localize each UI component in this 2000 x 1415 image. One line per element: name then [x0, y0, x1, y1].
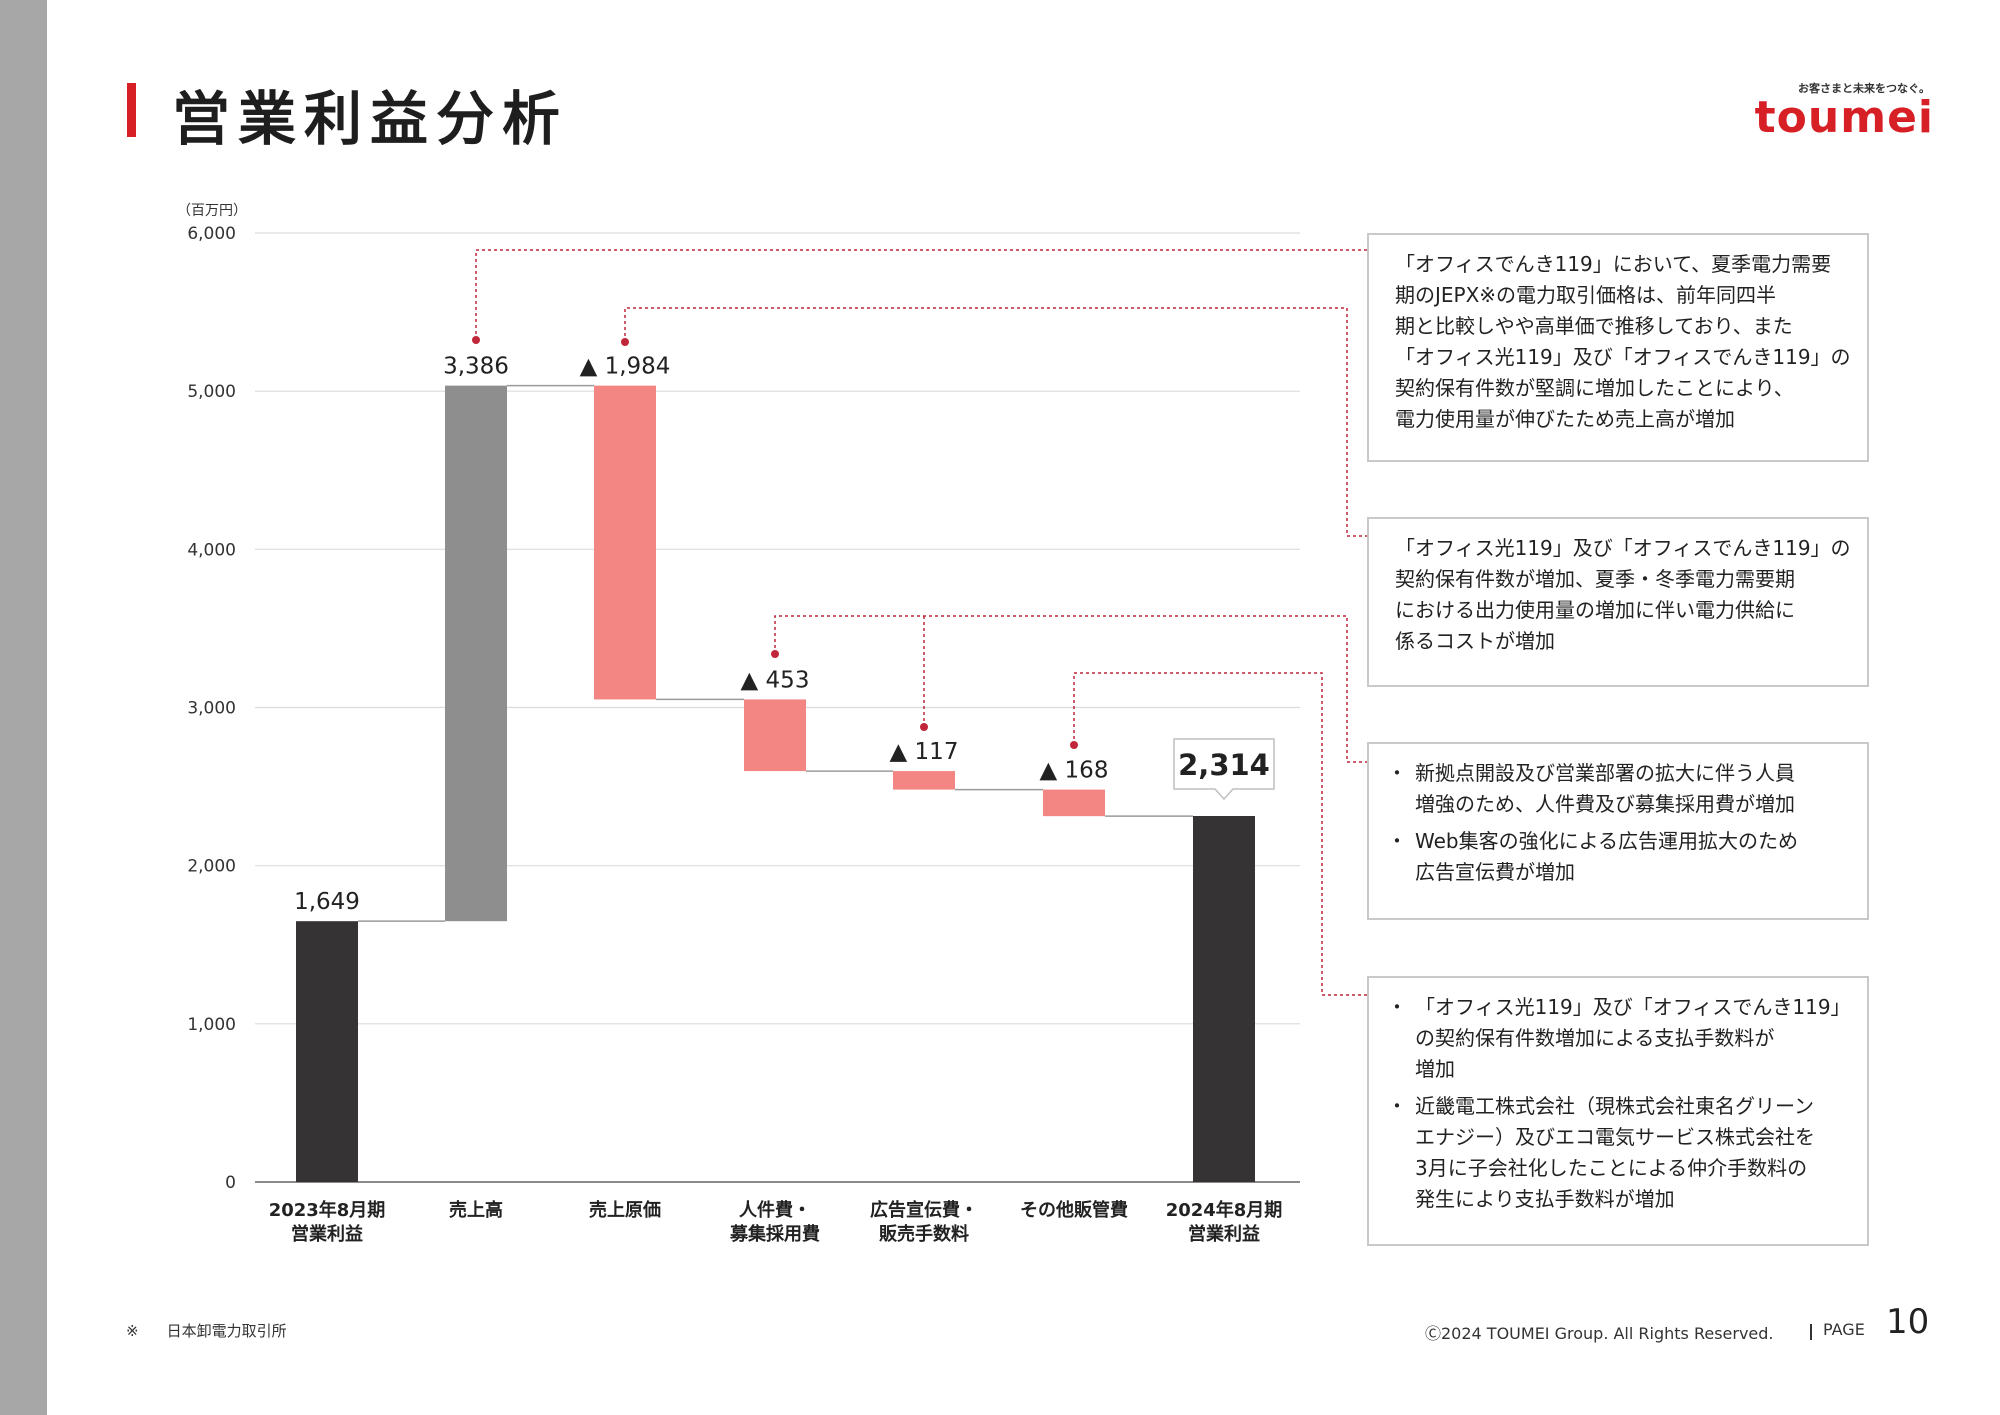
callout-bullet-line: 増強のため、人件費及び募集採用費が増加	[1415, 792, 1795, 816]
callout-fees-explanation: 「オフィス光119」及び「オフィスでんき119」の契約保有件数増加による支払手数…	[1367, 976, 1869, 1246]
x-category-label: その他販管費	[1020, 1199, 1128, 1221]
connector-line	[624, 307, 1367, 537]
bar	[296, 921, 358, 1182]
data-label: ▲ 117	[890, 739, 959, 765]
y-tick-label: 6,000	[187, 224, 236, 244]
page-separator	[1810, 1324, 1812, 1340]
callout-bullet-line: Web集客の強化による広告運用拡大のため	[1415, 829, 1799, 853]
callout-text-line: 期と比較しやや高単価で推移しており、また	[1395, 314, 1793, 338]
x-category-label: 売上原価	[589, 1199, 661, 1221]
connector-line	[774, 615, 1367, 763]
callout-bullet-line: 近畿電工株式会社（現株式会社東名グリーン	[1415, 1094, 1814, 1118]
x-category-label: 2024年8月期	[1166, 1199, 1283, 1221]
callout-text-line: 「オフィス光119」及び「オフィスでんき119」の	[1395, 536, 1851, 560]
data-label: ▲ 1,984	[580, 354, 671, 380]
x-category-label: 営業利益	[291, 1223, 363, 1245]
callout-bullet-line: 新拠点開設及び営業部署の拡大に伴う人員	[1415, 761, 1795, 785]
callout-text-line: における出力使用量の増加に伴い電力供給に	[1395, 598, 1795, 622]
x-category-label: 営業利益	[1188, 1223, 1260, 1245]
callout-text-line: 契約保有件数が堅調に増加したことにより、	[1395, 376, 1794, 400]
data-label: ▲ 453	[741, 667, 810, 693]
data-label: 2,314	[1178, 748, 1270, 782]
page-label: PAGE	[1823, 1320, 1865, 1339]
callout-text-line: 契約保有件数が増加、夏季・冬季電力需要期	[1395, 567, 1795, 591]
bar	[594, 385, 656, 700]
callout-bullet-line: 増加	[1415, 1057, 1455, 1081]
company-logo: toumei	[1754, 92, 1934, 143]
callout-text-line: 「オフィスでんき119」において、夏季電力需要	[1395, 252, 1832, 276]
bar	[1193, 816, 1255, 1182]
logo-tagline: お客さまと未来をつなぐ。	[1798, 82, 1930, 95]
x-category-label: 売上高	[449, 1199, 503, 1221]
y-tick-label: 0	[225, 1173, 236, 1193]
x-category-label: 広告宣伝費・	[870, 1199, 978, 1221]
y-tick-label: 4,000	[187, 540, 236, 560]
x-category-label: 2023年8月期	[269, 1199, 386, 1221]
bar	[893, 771, 955, 790]
callout-bullet-line: 「オフィス光119」及び「オフィスでんき119」	[1415, 995, 1851, 1019]
x-category-label: 募集採用費	[729, 1223, 820, 1245]
footnote-mark: ※	[126, 1322, 139, 1340]
x-category-label: 人件費・	[739, 1199, 811, 1221]
callout-connectors	[472, 249, 1367, 996]
callout-bullet-item: 「オフィス光119」及び「オフィスでんき119」の契約保有件数増加による支払手数…	[1387, 992, 1851, 1085]
copyright: Ⓒ2024 TOUMEI Group. All Rights Reserved.	[1425, 1324, 1774, 1343]
callout-bullet-line: の契約保有件数増加による支払手数料が	[1415, 1026, 1775, 1050]
callout-bullet-item: 近畿電工株式会社（現株式会社東名グリーンエナジー）及びエコ電気サービス株式会社を…	[1387, 1091, 1849, 1215]
callout-bullet-line: 広告宣伝費が増加	[1415, 860, 1575, 884]
callout-personnel-explanation: 新拠点開設及び営業部署の拡大に伴う人員増強のため、人件費及び募集採用費が増加We…	[1367, 742, 1869, 920]
footnote-text: 日本卸電力取引所	[166, 1322, 287, 1340]
callout-text-line: 「オフィス光119」及び「オフィスでんき119」の	[1395, 345, 1851, 369]
callout-text-line: 期のJEPX※の電力取引価格は、前年同四半	[1395, 283, 1777, 307]
chart-labels: 1,649 3,386 ▲ 1,984 ▲ 453 ▲ 117 ▲ 168 2,314 202…	[269, 354, 1283, 1245]
bar	[445, 385, 507, 922]
connector-line	[1073, 672, 1367, 996]
connector-dot	[472, 336, 480, 344]
connector-dot	[621, 338, 629, 346]
connector-dot	[1070, 741, 1078, 749]
y-tick-label: 2,000	[187, 857, 236, 877]
footnote: ※ 日本卸電力取引所	[126, 1320, 287, 1341]
callout-bullet-line: エナジー）及びエコ電気サービス株式会社を	[1415, 1125, 1815, 1149]
bar	[1043, 789, 1105, 817]
callout-bullet-list: 新拠点開設及び営業部署の拡大に伴う人員増強のため、人件費及び募集採用費が増加We…	[1387, 758, 1849, 888]
page-number: 10	[1886, 1302, 1930, 1342]
title-accent-bar	[127, 83, 136, 137]
y-tick-label: 1,000	[187, 1015, 236, 1035]
callout-bullet-line: 3月に子会社化したことによる仲介手数料の	[1415, 1156, 1808, 1180]
y-tick-label: 3,000	[187, 699, 236, 719]
callout-text-line: 係るコストが増加	[1395, 629, 1555, 653]
page-title: 営業利益分析	[172, 85, 569, 153]
final-value-callout-box	[1173, 738, 1275, 801]
y-tick-label: 5,000	[187, 382, 236, 402]
chart-bars	[296, 384, 1255, 1182]
callout-bullet-list: 「オフィス光119」及び「オフィスでんき119」の契約保有件数増加による支払手数…	[1387, 992, 1851, 1215]
y-axis-unit-label: （百万円）	[177, 203, 247, 219]
chart-grid: （百万円） 0 1,000 2,000 3,000 4,000 5,000 6,000	[177, 203, 1300, 1193]
x-category-label: 販売手数料	[879, 1223, 969, 1245]
callout-text-line: 電力使用量が伸びたため売上高が増加	[1395, 407, 1735, 431]
data-label: ▲ 168	[1040, 758, 1109, 784]
callout-sales-explanation: 「オフィスでんき119」において、夏季電力需要 期のJEPX※の電力取引価格は、前…	[1367, 233, 1869, 462]
connector-dot	[771, 650, 779, 658]
callout-cost-of-sales-explanation: 「オフィス光119」及び「オフィスでんき119」の 契約保有件数が増加、夏季・冬季…	[1367, 517, 1869, 687]
data-label: 1,649	[294, 889, 360, 915]
left-side-band	[0, 0, 47, 1415]
connector-line	[475, 249, 1367, 340]
callout-bullet-line: 発生により支払手数料が増加	[1415, 1187, 1675, 1211]
connector-dot	[920, 723, 928, 731]
bar	[744, 699, 806, 772]
data-label: 3,386	[443, 354, 509, 380]
